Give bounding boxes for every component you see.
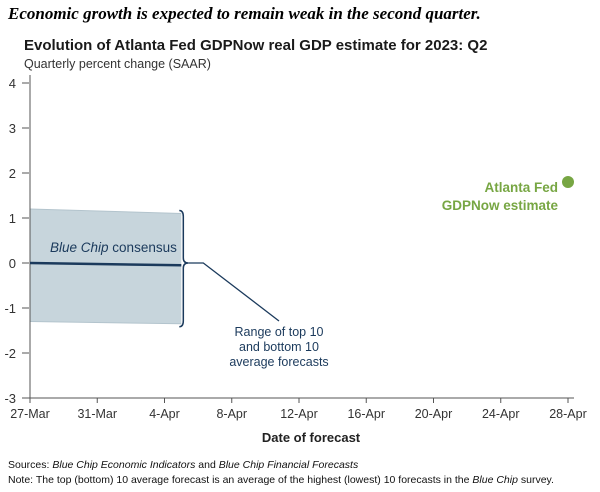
x-tick-label: 4-Apr <box>149 407 180 421</box>
gdpnow-label-line: GDPNow estimate <box>442 198 559 213</box>
x-axis-title: Date of forecast <box>262 430 361 445</box>
note-end: survey. <box>517 474 554 486</box>
y-tick-label: 1 <box>9 211 16 226</box>
y-tick-label: 3 <box>9 121 16 136</box>
sources-part2: Blue Chip Financial Forecasts <box>218 459 359 471</box>
x-tick-label: 16-Apr <box>347 407 385 421</box>
footnote: Note: The top (bottom) 10 average foreca… <box>8 474 554 486</box>
range-pointer-line <box>188 262 280 322</box>
x-tick-label: 27-Mar <box>10 407 50 421</box>
axes-layer: 4 3 2 1 0 -1 -2 -327-Mar 31-Mar 4-Apr 8-Apr 12-Apr 1… <box>4 75 587 445</box>
x-tick-label: 12-Apr <box>280 407 318 421</box>
consensus-line <box>29 261 182 267</box>
x-tick-label: 31-Mar <box>77 407 117 421</box>
sources-label: Sources: <box>8 459 50 471</box>
chart-title: Evolution of Atlanta Fed GDPNow real GDP… <box>24 37 488 54</box>
range-label-line: and bottom 10 <box>239 340 319 354</box>
note-text: The top (bottom) 10 average forecast is … <box>33 474 473 486</box>
y-tick-label: 2 <box>9 166 16 181</box>
x-tick-label: 20-Apr <box>415 407 453 421</box>
note-italic: Blue Chip <box>472 474 518 486</box>
line-layer <box>29 176 574 267</box>
y-tick-label: -2 <box>4 346 16 361</box>
band-layer <box>29 208 182 325</box>
y-tick-label: -1 <box>4 301 16 316</box>
y-tick-label: 0 <box>9 256 16 271</box>
y-tick-label: 4 <box>9 76 16 91</box>
gdpnow-point <box>562 176 574 188</box>
range-band <box>30 209 182 324</box>
range-band-upper-edge <box>29 208 182 214</box>
chart-subtitle: Quarterly percent change (SAAR) <box>24 57 211 71</box>
range-band-lower-edge <box>29 321 182 325</box>
consensus-label: Blue Chip consensus <box>50 240 177 255</box>
note-label: Note: <box>8 474 34 486</box>
sources-and: and <box>195 459 219 471</box>
headline: Economic growth is expected to remain we… <box>8 4 481 23</box>
sources-note: Sources: Blue Chip Economic Indicators a… <box>8 459 358 471</box>
x-tick-label: 8-Apr <box>216 407 247 421</box>
sources-part1: Blue Chip Economic Indicators <box>52 459 196 471</box>
gdpnow-label-line: Atlanta Fed <box>484 180 558 195</box>
range-label-line: Range of top 10 <box>235 325 324 339</box>
range-label-line: average forecasts <box>229 355 328 369</box>
x-tick-label: 24-Apr <box>482 407 520 421</box>
x-tick-label: 28-Apr <box>549 407 587 421</box>
y-tick-label: -3 <box>4 391 16 406</box>
